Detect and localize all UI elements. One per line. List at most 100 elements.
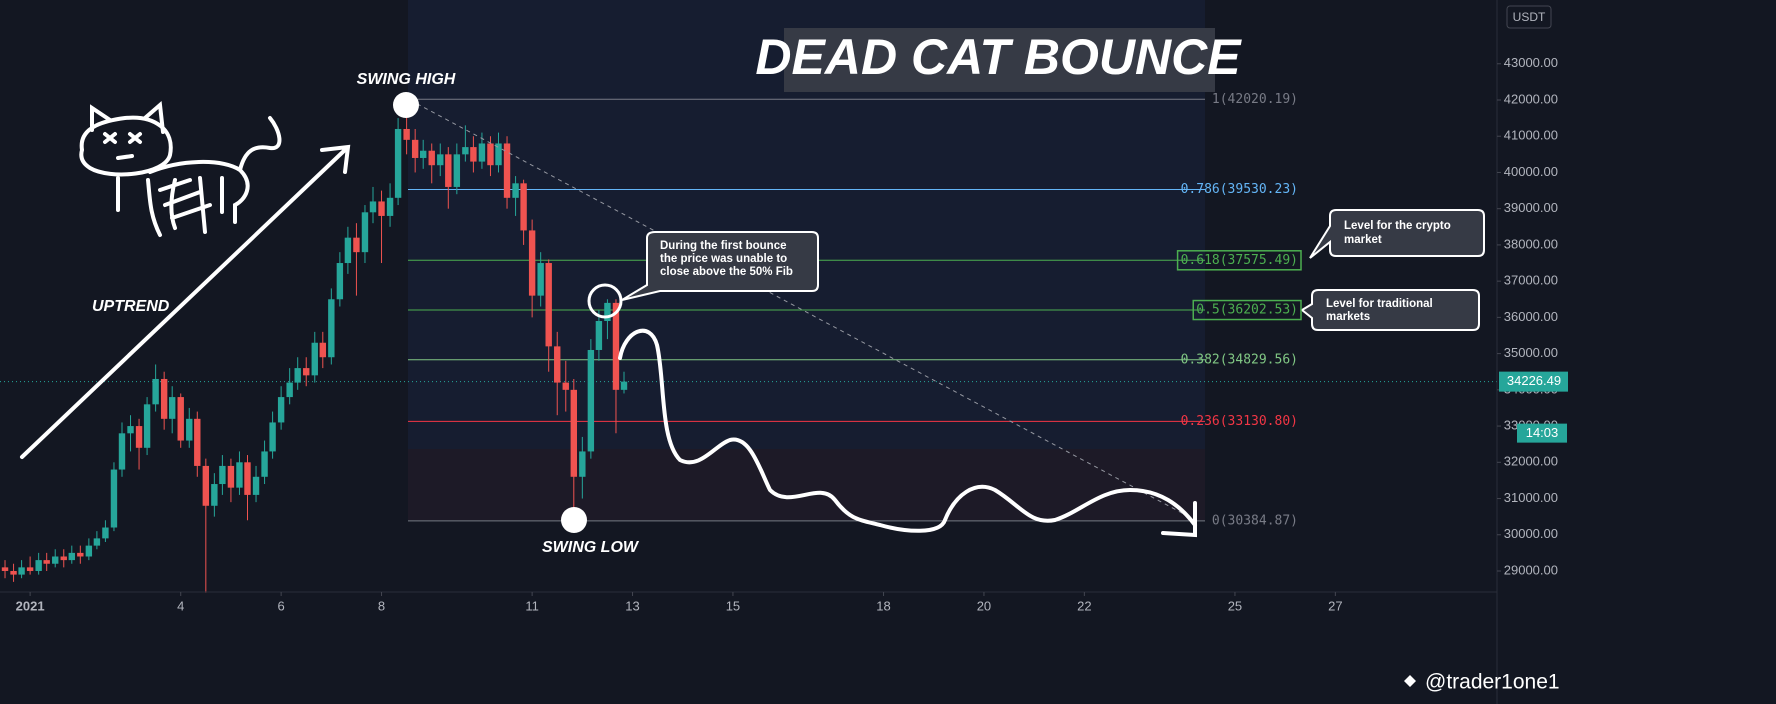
watermark: @trader1one1 (1404, 671, 1560, 694)
candle-body (85, 545, 93, 557)
y-tick-label: 37000.00 (1504, 273, 1558, 288)
callout-box (1309, 209, 1485, 259)
candle-body (503, 143, 511, 198)
candle-body (620, 381, 628, 390)
candle-body (512, 183, 519, 198)
y-tick-label: 31000.00 (1504, 490, 1558, 505)
callout-text: market (1344, 234, 1382, 246)
candle-body (143, 404, 151, 448)
watermark-logo (1404, 675, 1416, 687)
candle-body (177, 397, 184, 441)
callout-box (1300, 289, 1480, 331)
candle-body (470, 147, 477, 162)
candle-body (10, 570, 17, 575)
cat-sketch (79, 100, 282, 237)
y-tick-label: 41000.00 (1504, 128, 1558, 143)
candle-body (487, 143, 494, 166)
y-tick-label: 30000.00 (1504, 526, 1558, 541)
candle-body (236, 462, 243, 488)
bounce-callout: During the first bounce the price was un… (621, 231, 819, 301)
fib-zone-low (408, 449, 1205, 520)
candle-body (26, 567, 34, 571)
x-tick-label: 13 (625, 598, 639, 613)
y-tick-label: 39000.00 (1504, 200, 1558, 215)
candle-body (394, 128, 402, 198)
y-tick-label: 40000.00 (1504, 164, 1558, 179)
candle-body (428, 150, 435, 166)
fib-label: 0(30384.87) (1212, 513, 1298, 528)
candle-body (570, 389, 577, 477)
candle-body (127, 426, 134, 434)
candle-body (587, 349, 595, 452)
candle-body (520, 183, 527, 231)
y-tick-label: 43000.00 (1504, 55, 1558, 70)
candle-body (386, 197, 394, 216)
fib-label: 0.618(37575.49) (1181, 253, 1298, 268)
candle-body (35, 560, 42, 571)
fib-label: 0.382(34829.56) (1181, 352, 1298, 367)
candle-body (453, 154, 461, 187)
candle-body (77, 552, 84, 557)
candle-body (43, 560, 50, 564)
candle-body (495, 143, 502, 166)
candle-body (612, 302, 620, 390)
y-tick-label: 32000.00 (1504, 454, 1558, 469)
callout-box (621, 231, 819, 301)
candle-body (202, 465, 210, 506)
callout-text: Level for traditional (1326, 298, 1433, 310)
callout-text: close above the 50% Fib (660, 266, 793, 278)
x-tick-label: 15 (726, 598, 740, 613)
uptrend-label: UPTREND (92, 298, 170, 315)
x-tick-label: 6 (278, 598, 285, 613)
candle-body (93, 538, 101, 546)
callout-text: During the first bounce (660, 240, 787, 252)
crypto-callout: Level for the crypto market (1309, 209, 1485, 259)
candle-body (419, 150, 427, 158)
candle-body (52, 556, 59, 564)
candle-body (545, 263, 552, 347)
fib-label: 1(42020.19) (1212, 92, 1298, 107)
x-tick-label: 20 (977, 598, 991, 613)
x-tick-label: 2021 (16, 598, 45, 613)
candle-body (579, 451, 586, 477)
y-tick-label: 38000.00 (1504, 236, 1558, 251)
plot (0, 98, 1497, 593)
candle-body (303, 368, 310, 376)
candle-body (135, 426, 143, 448)
fib-label-box (1192, 299, 1302, 321)
candle-body (378, 201, 385, 216)
candle-body (261, 451, 268, 477)
callout-text: markets (1326, 311, 1370, 323)
candle-body (462, 147, 469, 155)
candle-body (110, 469, 118, 528)
fib-label: 0.236(33130.80) (1181, 414, 1298, 429)
callout-text: the price was unable to (660, 253, 787, 265)
candle-body (294, 368, 301, 383)
currency-label: USDT (1513, 10, 1546, 24)
candle-body (118, 433, 126, 470)
last-price-box (1499, 371, 1568, 392)
x-tick-label: 18 (876, 598, 890, 613)
traditional-callout: Level for traditional markets (1300, 289, 1480, 331)
candle-body (336, 263, 344, 300)
x-tick-label: 4 (177, 598, 184, 613)
candle-body (252, 476, 260, 495)
swing-high-dot (393, 92, 419, 118)
candle-body (328, 299, 335, 358)
candle-body (528, 230, 536, 296)
y-tick-label: 29000.00 (1504, 562, 1558, 577)
candle-body (311, 342, 318, 376)
candle-body (319, 342, 326, 358)
projection-path (618, 328, 1197, 538)
swing-high-label: SWING HIGH (357, 71, 456, 88)
candle-body (227, 465, 235, 488)
candle-body (369, 201, 377, 213)
countdown-label: 14:03 (1526, 425, 1559, 440)
candle-body (361, 212, 369, 253)
candle-body (554, 346, 561, 383)
countdown-box (1517, 423, 1567, 443)
candle-body (437, 154, 444, 166)
y-tick-label: 36000.00 (1504, 309, 1558, 324)
candle-body (168, 397, 176, 419)
